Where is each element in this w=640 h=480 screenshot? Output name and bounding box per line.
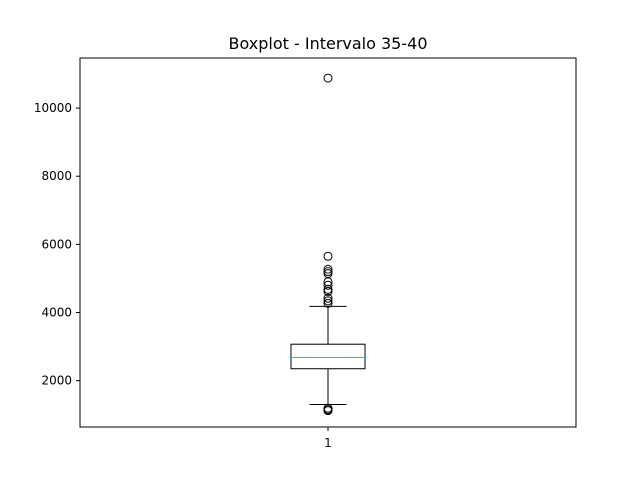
iqr-box [290,343,366,370]
x-tick-label: 1 [324,436,332,450]
y-tick-label: 6000 [41,237,72,251]
chart-title: Boxplot - Intervalo 35-40 [229,34,428,53]
outlier-point [323,280,333,290]
outlier-point [323,293,333,303]
outlier-point [323,277,333,287]
y-tick-label: 2000 [41,374,72,388]
outlier-point [323,264,333,274]
y-tick-label: 10000 [34,101,72,115]
outlier-point [323,298,333,308]
y-tick-label: 8000 [41,169,72,183]
outlier-point [323,286,333,296]
outlier-point [323,406,333,416]
plot-area: 2000 4000 6000 8000 10000 1 [34,57,577,450]
outlier-point [323,251,333,261]
y-tick-label: 4000 [41,306,72,320]
outlier-point [323,73,333,83]
outlier-point [323,296,333,306]
